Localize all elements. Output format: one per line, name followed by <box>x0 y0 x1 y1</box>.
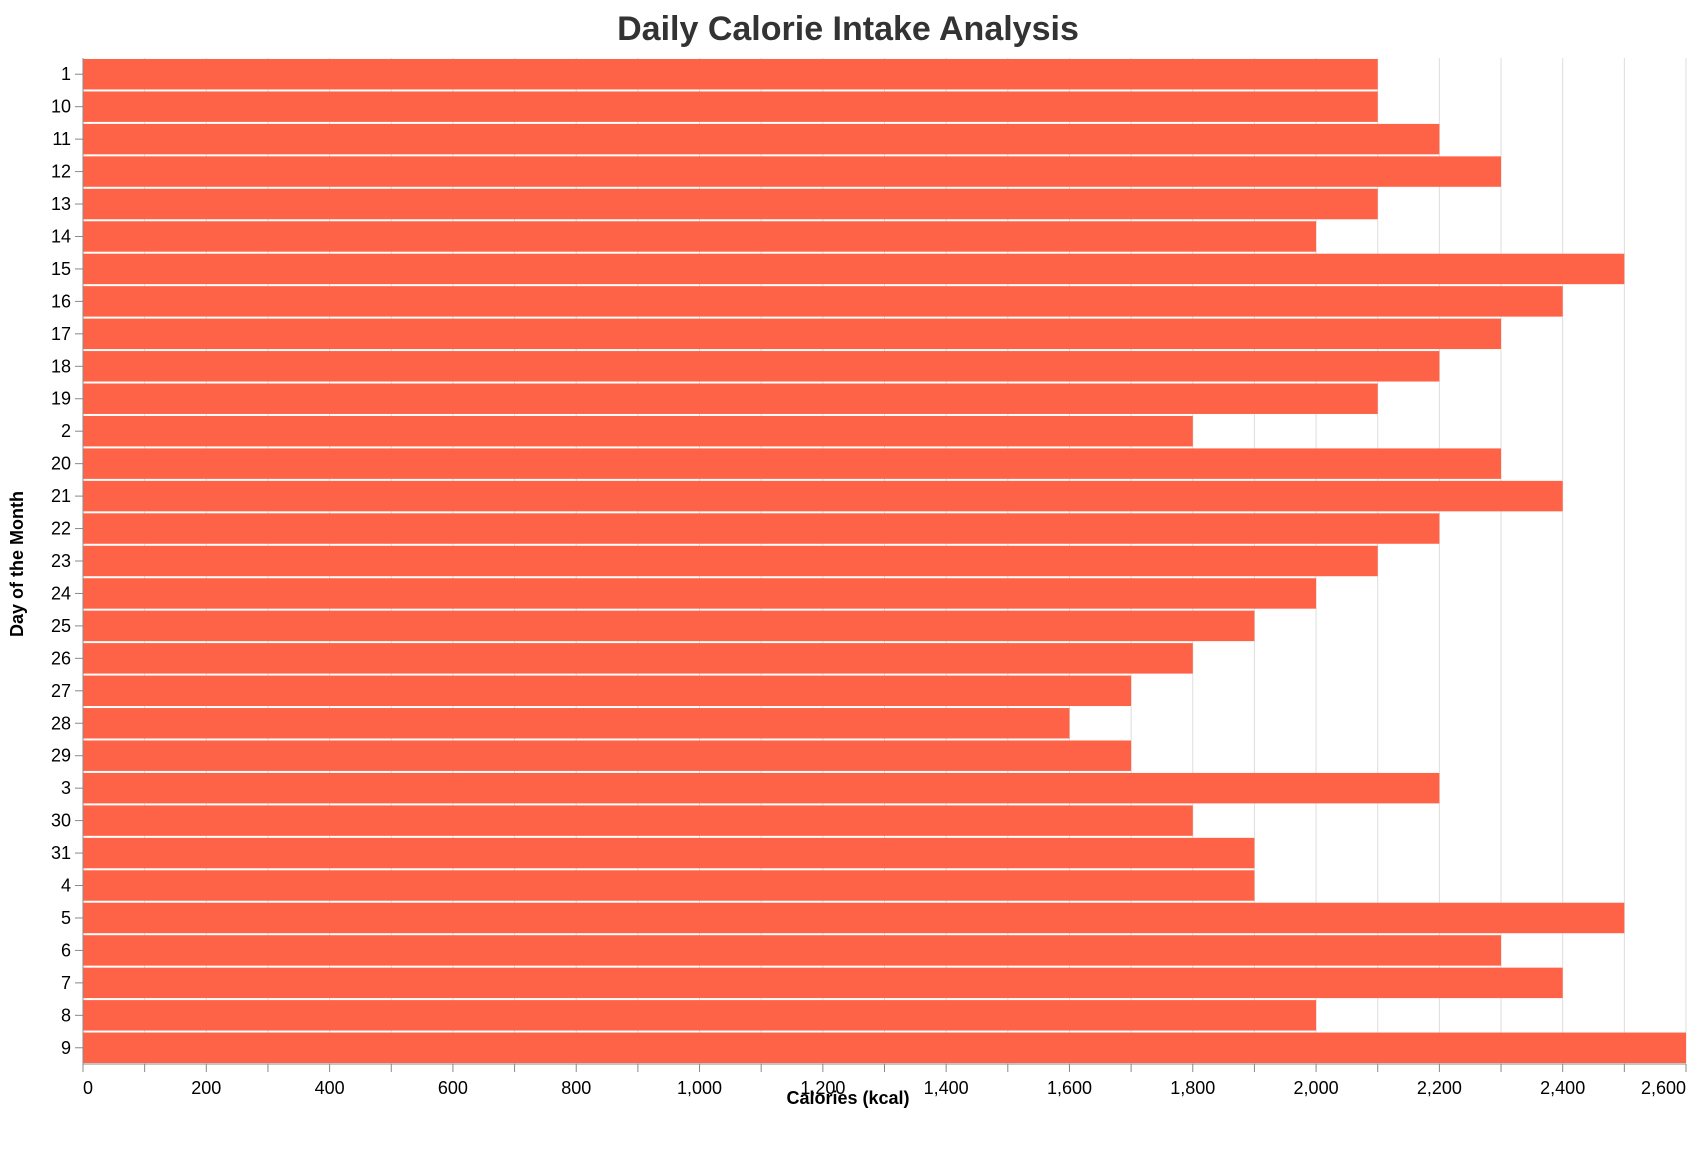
x-tick-label: 600 <box>438 1078 468 1098</box>
bars <box>83 59 1686 1063</box>
bar-day-29 <box>83 740 1132 771</box>
bar-day-14 <box>83 221 1317 252</box>
bar-day-30 <box>83 805 1193 836</box>
x-tick-label: 200 <box>191 1078 221 1098</box>
x-tick-label: 0 <box>83 1078 93 1098</box>
y-tick-label: 27 <box>51 681 71 701</box>
y-tick-label: 6 <box>61 940 71 960</box>
y-tick-label: 23 <box>51 551 71 571</box>
bar-day-2 <box>83 415 1193 447</box>
bar-day-4 <box>83 870 1255 901</box>
y-tick-label: 24 <box>51 583 71 603</box>
x-tick-label: 2,400 <box>1540 1078 1585 1098</box>
bar-day-31 <box>83 837 1255 869</box>
bar-day-22 <box>83 513 1440 544</box>
y-tick-label: 11 <box>52 129 71 149</box>
bar-day-13 <box>83 188 1378 220</box>
y-tick-label: 3 <box>61 778 71 798</box>
x-tick-label: 1,400 <box>924 1078 969 1098</box>
y-tick-label: 16 <box>51 291 71 311</box>
bar-day-20 <box>83 448 1502 479</box>
y-tick-label: 14 <box>51 226 71 246</box>
x-axis-title: Calories (kcal) <box>786 1088 909 1108</box>
y-tick-label: 10 <box>51 97 71 117</box>
x-tick-label: 400 <box>315 1078 345 1098</box>
x-tick-label: 1,800 <box>1170 1078 1215 1098</box>
y-tick-label: 8 <box>61 1005 71 1025</box>
x-tick-label: 2,000 <box>1294 1078 1339 1098</box>
y-tick-label: 1 <box>61 64 71 84</box>
x-tick-label: 1,600 <box>1047 1078 1092 1098</box>
bar-day-11 <box>83 123 1440 155</box>
x-tick-label: 1,200 <box>800 1078 845 1098</box>
y-tick-label: 28 <box>51 713 71 733</box>
x-tick-label: 2,200 <box>1417 1078 1462 1098</box>
y-tick-label: 31 <box>51 843 71 863</box>
x-tick-label: 800 <box>561 1078 591 1098</box>
bar-day-18 <box>83 351 1440 382</box>
y-tick-label: 21 <box>51 486 71 506</box>
y-tick-label: 22 <box>51 519 71 539</box>
bar-day-10 <box>83 91 1378 122</box>
y-tick-label: 4 <box>61 876 71 896</box>
bar-day-6 <box>83 935 1502 966</box>
bar-day-16 <box>83 286 1563 317</box>
bar-day-17 <box>83 318 1502 350</box>
y-axis: 1 10 11 12 13 14 15 16 17 18 19 2 20 21 22 23 24 25 26 27 28… <box>51 58 84 1064</box>
y-axis-title: Day of the Month <box>7 491 27 637</box>
y-tick-label: 19 <box>51 389 71 409</box>
bar-day-26 <box>83 643 1193 674</box>
y-tick-label: 12 <box>51 162 71 182</box>
bar-day-27 <box>83 675 1132 707</box>
y-tick-label: 30 <box>51 811 71 831</box>
bar-day-8 <box>83 1000 1317 1031</box>
bar-day-15 <box>83 253 1625 285</box>
y-tick-label: 2 <box>61 421 71 441</box>
y-tick-label: 15 <box>51 259 71 279</box>
y-tick-label: 20 <box>51 454 71 474</box>
bar-day-5 <box>83 902 1625 934</box>
y-tick-label: 18 <box>51 356 71 376</box>
bar-day-7 <box>83 967 1563 999</box>
bar-day-3 <box>83 772 1440 804</box>
bar-day-21 <box>83 480 1563 512</box>
y-tick-label: 26 <box>51 648 71 668</box>
x-tick-label: 2,600 <box>1641 1078 1686 1098</box>
bar-day-28 <box>83 708 1070 739</box>
x-tick-label: 1,000 <box>677 1078 722 1098</box>
y-tick-label: 25 <box>51 616 71 636</box>
x-axis: 0 200 400 600 800 1,000 1,200 1,400 1,600 1,800 2,… <box>82 1063 1687 1098</box>
y-tick-label: 17 <box>51 324 71 344</box>
bar-day-12 <box>83 156 1502 187</box>
chart-title: Daily Calorie Intake Analysis <box>617 10 1079 48</box>
bar-day-1 <box>83 59 1378 90</box>
bar-day-25 <box>83 610 1255 642</box>
bar-day-24 <box>83 578 1317 609</box>
y-tick-label: 7 <box>61 973 71 993</box>
y-tick-label: 9 <box>61 1038 71 1058</box>
bar-day-19 <box>83 383 1378 414</box>
y-tick-label: 29 <box>51 746 71 766</box>
y-tick-label: 5 <box>61 908 71 928</box>
bar-day-9 <box>83 1032 1686 1063</box>
y-tick-label: 13 <box>51 194 71 214</box>
bar-day-23 <box>83 545 1378 577</box>
